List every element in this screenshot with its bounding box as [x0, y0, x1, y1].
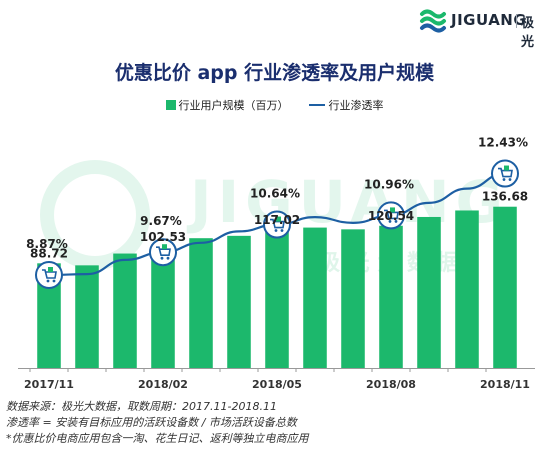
- footnote-source: 数据来源：极光大数据，取数周期：2017.11-2018.11: [6, 400, 277, 413]
- bar-2018/11: [493, 206, 517, 368]
- line-series: [35, 159, 519, 289]
- legend-item-users: 行业用户规模（百万）: [165, 97, 289, 113]
- x-tick-label-2018/11: 2018/11: [480, 378, 530, 391]
- line-label-2018/11: 12.43%: [478, 136, 528, 150]
- x-axis: 2017/11 2018/02 2018/05 2018/08 2018/11: [18, 368, 535, 391]
- cart-marker-icon: [491, 159, 519, 188]
- x-tick-label-2018/02: 2018/02: [138, 378, 188, 391]
- bar-label-2018/08: 120.54: [368, 209, 414, 223]
- x-tick-label-2018/08: 2018/08: [366, 378, 416, 391]
- bar-2018/04: [227, 235, 251, 368]
- cart-marker-icon: [377, 201, 405, 230]
- legend-line-swatch: [308, 104, 325, 106]
- watermark-logo-icon: [40, 160, 150, 270]
- legend-label-users: 行业用户规模（百万）: [178, 99, 289, 112]
- line-label-2018/02: 9.67%: [140, 214, 182, 228]
- brand-logo: JIGUANG 极光: [419, 4, 545, 50]
- bar-2018/09: [417, 216, 441, 368]
- footnote-scope: *优惠比价电商应用包含一淘、花生日记、返利等独立电商应用: [6, 432, 309, 445]
- line-label-2017/11: 8.87%: [26, 237, 68, 251]
- chart-legend: 行业用户规模（百万） 行业渗透率: [0, 96, 549, 114]
- x-tick-label-2017/11: 2017/11: [24, 378, 74, 391]
- bar-2018/06: [303, 227, 327, 368]
- bar-label-2018/02: 102.53: [140, 230, 186, 244]
- watermark-text: JIGUANG: [186, 168, 509, 236]
- bar-label-2017/11: 88.72: [30, 246, 68, 260]
- chart-title: 优惠比价 app 行业渗透率及用户规模: [114, 62, 435, 84]
- bar-2018/05: [265, 229, 289, 368]
- footnote-definition: 渗透率 = 安装有目标应用的活跃设备数 / 市场活跃设备总数: [6, 416, 297, 429]
- cart-marker-icon: [149, 238, 177, 267]
- x-tick-label-2018/05: 2018/05: [252, 378, 302, 391]
- line-label-2018/08: 10.96%: [364, 177, 414, 191]
- bar-2018/08: [379, 225, 403, 368]
- data-labels: 8.87% 9.67% 10.64% 10.96% 12.43% 88.72 102.53 1…: [26, 136, 528, 261]
- bar-label-2018/05: 117.02: [254, 213, 300, 227]
- bar-2017/11: [37, 263, 61, 368]
- bar-2018/02: [151, 247, 175, 368]
- bar-2017/12: [75, 265, 99, 368]
- bar-2018/01: [113, 253, 137, 368]
- cart-marker-icon: [263, 210, 291, 239]
- brand-name: JIGUANG: [451, 11, 527, 29]
- bar-2018/07: [341, 229, 365, 368]
- brand-name-cn: 极光: [521, 16, 535, 50]
- legend-item-penetration: 行业渗透率: [308, 97, 384, 113]
- jiguang-logo-icon: [420, 9, 446, 33]
- line-label-2018/05: 10.64%: [250, 187, 300, 201]
- bar-series: [37, 206, 517, 368]
- legend-bar-swatch: [165, 100, 176, 110]
- brand-divider: [516, 14, 517, 28]
- bar-label-2018/11: 136.68: [482, 190, 528, 204]
- legend-label-penetration: 行业渗透率: [328, 99, 384, 112]
- cart-marker-icon: [35, 261, 63, 289]
- bar-2018/03: [189, 238, 213, 368]
- bar-2018/10: [455, 210, 479, 368]
